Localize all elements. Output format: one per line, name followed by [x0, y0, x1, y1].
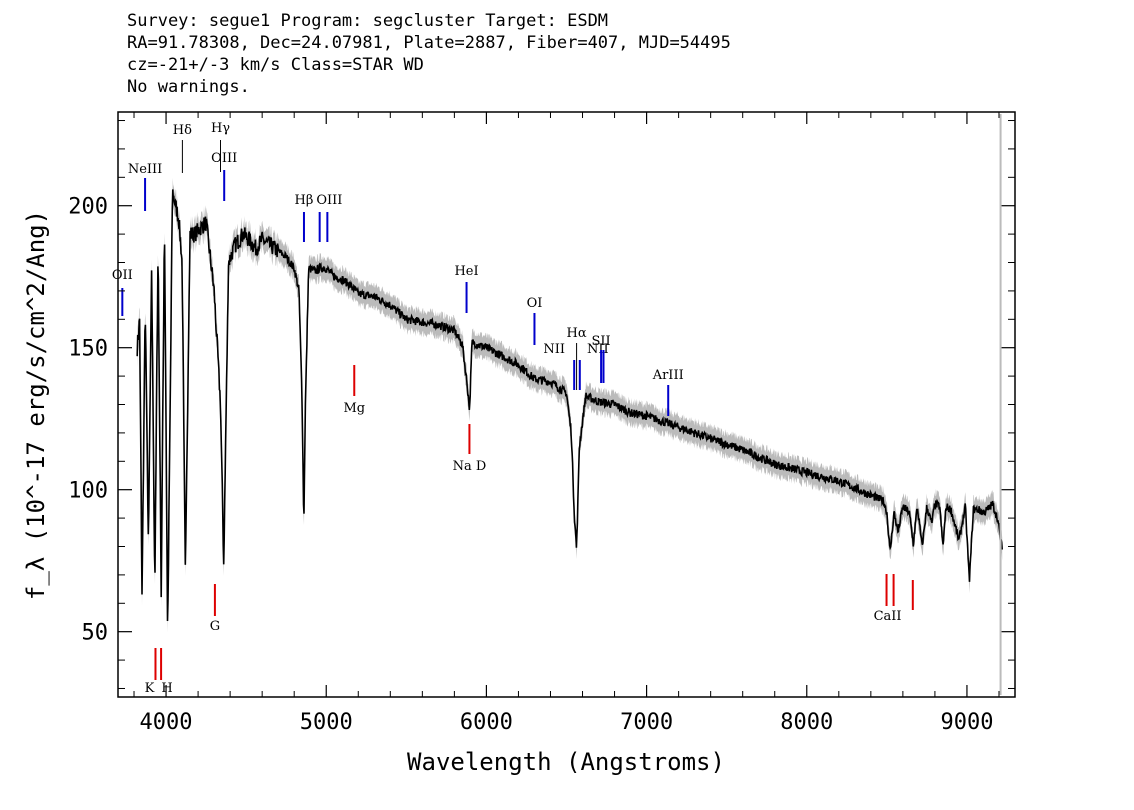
balmer-label-0: Hδ — [173, 123, 192, 138]
error-envelope — [137, 178, 1003, 633]
emission-label-5: OIII — [316, 193, 342, 208]
axes: 4000 5000 6000 7000 8000 9000 50 100 150 200 — [68, 112, 1015, 735]
x-tick-label-1: 5000 — [300, 710, 353, 735]
spectrum-series — [136, 189, 1003, 622]
y-tick-label-1: 100 — [68, 479, 108, 504]
emission-label-6: HeI — [454, 264, 478, 279]
x-axis-label: Wavelength (Angstroms) — [407, 748, 725, 776]
absorption-label-2: G — [210, 619, 220, 634]
y-axis-label: f_λ (10^-17 erg/s/cm^2/Ang) — [22, 210, 50, 600]
emission-label-3: Hβ — [295, 193, 314, 208]
emission-label-1: NeIII — [128, 162, 162, 177]
header-warnings-line: No warnings. — [127, 77, 250, 97]
emission-label-2: OIII — [211, 151, 237, 166]
absorption-label-4: Na D — [453, 459, 487, 474]
x-tick-label-2: 6000 — [460, 710, 513, 735]
y-tick-label-2: 150 — [68, 337, 108, 362]
absorption-label-0: K — [145, 681, 155, 696]
header-redshift-line: cz=-21+/-3 km/s Class=STAR WD — [127, 55, 424, 75]
spectrum-line — [136, 189, 1003, 622]
x-tick-label-5: 9000 — [940, 710, 993, 735]
y-tick-label-0: 50 — [82, 621, 109, 646]
emission-label-7: OI — [527, 296, 543, 311]
emission-label-12: ArIII — [652, 368, 684, 383]
header-coords-line: RA=91.78308, Dec=24.07981, Plate=2887, F… — [127, 33, 731, 53]
x-tick-label-0: 4000 — [140, 710, 193, 735]
emission-label-0: OII — [112, 268, 133, 283]
emission-label-8: NII — [543, 342, 565, 357]
balmer-label-2: Hα — [567, 326, 587, 341]
emission-label-10: SII — [592, 334, 611, 349]
x-tick-label-4: 8000 — [780, 710, 833, 735]
absorption-label-3: Mg — [343, 401, 365, 416]
header-survey-line: Survey: segue1 Program: segcluster Targe… — [127, 11, 609, 31]
absorption-label-6: CaII — [874, 609, 902, 624]
error-band — [137, 178, 1003, 633]
balmer-label-1: Hγ — [211, 121, 230, 136]
chart-header: Survey: segue1 Program: segcluster Targe… — [127, 10, 731, 98]
x-tick-label-3: 7000 — [620, 710, 673, 735]
absorption-label-1: H — [161, 681, 172, 696]
y-tick-label-3: 200 — [68, 195, 108, 220]
